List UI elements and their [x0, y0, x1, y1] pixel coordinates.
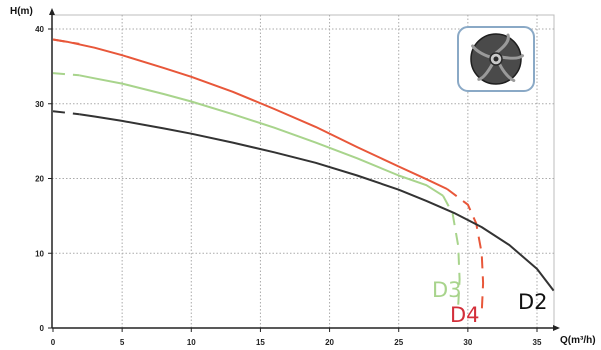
y-tick-label: 0: [40, 324, 45, 333]
curve-d4-end-dashed: [446, 188, 485, 314]
impeller-image: [457, 26, 535, 92]
curve-d2-start-dashed: [52, 110, 80, 116]
curve-d4: [52, 38, 448, 190]
x-axis-title: Q(m³/h): [560, 335, 596, 346]
curve-label-d2: D2: [518, 290, 548, 314]
curve-d3-start-dashed: [52, 72, 80, 77]
x-tick-label: 15: [256, 338, 265, 347]
x-tick-label: 10: [187, 338, 196, 347]
y-axis-arrow: [49, 8, 55, 15]
x-tick-label: 35: [533, 338, 542, 347]
impeller-hub-center: [493, 56, 499, 62]
curve-d2: [79, 113, 555, 292]
x-tick-label: 0: [51, 338, 56, 347]
x-tick-label: 25: [394, 338, 403, 347]
x-tick-label: 30: [463, 338, 472, 347]
curve-label-d3: D3: [432, 278, 462, 302]
y-tick-label: 10: [35, 249, 44, 258]
x-axis-arrow: [553, 325, 560, 331]
y-tick-label: 20: [35, 175, 44, 184]
x-tick-label: 20: [325, 338, 334, 347]
impeller-blades: [471, 33, 524, 82]
curve-d3: [79, 74, 444, 197]
y-axis-title: H(m): [10, 6, 33, 17]
y-tick-label: 40: [35, 25, 44, 34]
x-tick-label: 5: [120, 338, 125, 347]
curve-label-d4: D4: [450, 303, 480, 327]
y-tick-label: 30: [35, 100, 44, 109]
curves: [52, 38, 555, 314]
tick-labels: 0 5 10 15 20 25 30 35 0 10 20 30 40: [35, 25, 542, 347]
